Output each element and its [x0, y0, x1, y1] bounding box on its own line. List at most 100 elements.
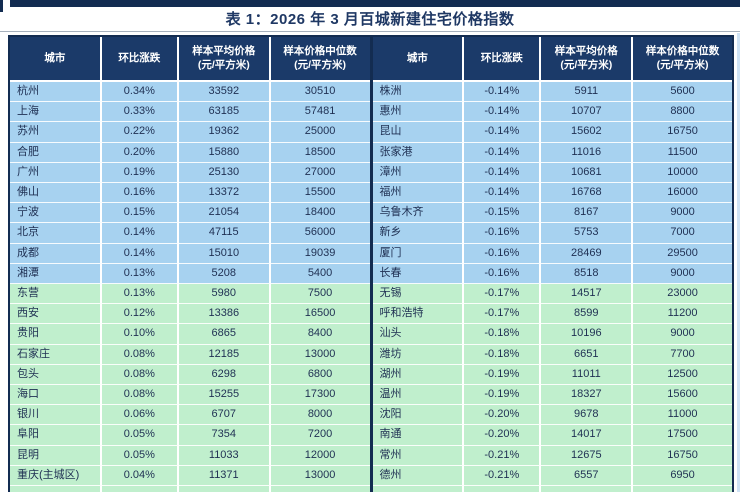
change-cell: -0.16%	[464, 243, 542, 264]
table-row: 阜阳 0.05% 7354 7200	[10, 425, 370, 446]
table-row: 南通 -0.20% 14017 17500	[372, 425, 732, 446]
change-cell: -0.18%	[464, 324, 542, 345]
right-table-header: 城市 环比涨跌 样本平均价格 (元/平方米) 样本价格中位数 (元/平方米)	[372, 37, 732, 82]
avg-price-cell: 6865	[178, 324, 271, 345]
change-cell: 0.14%	[101, 243, 179, 264]
change-cell: -0.19%	[464, 385, 542, 406]
city-cell: 宁波	[10, 203, 102, 224]
change-cell: -0.14%	[464, 162, 542, 184]
table-row: 新乡 -0.16% 5753 7000	[372, 223, 732, 244]
avg-price-cell: 5208	[178, 263, 271, 285]
median-price-cell: 30510	[270, 82, 370, 103]
avg-price-cell: 5980	[178, 284, 271, 305]
change-cell: -0.21%	[464, 445, 542, 466]
city-cell: 沈阳	[372, 405, 465, 426]
median-price-cell: 27000	[270, 162, 370, 184]
table-row: 株洲 -0.14% 5911 5600	[372, 82, 732, 103]
right-table-body: 株洲 -0.14% 5911 5600 惠州 -0.14% 10707 8800 昆山 -0.14…	[372, 82, 732, 492]
column-header: 样本平均价格 (元/平方米)	[178, 37, 271, 82]
median-price-cell: 11200	[633, 304, 732, 325]
median-price-cell: 12500	[633, 364, 732, 386]
median-price-cell: 8000	[270, 405, 370, 426]
column-header: 样本平均价格 (元/平方米)	[541, 37, 634, 82]
table-row: 石家庄 0.08% 12185 13000	[10, 344, 370, 365]
table-row: 昆山 -0.14% 15602 16750	[372, 122, 732, 143]
avg-price-cell: 15255	[178, 385, 271, 406]
table-row: 湘潭 0.13% 5208 5400	[10, 263, 370, 285]
avg-price-cell: 11371	[178, 465, 271, 487]
change-cell: 0.10%	[101, 324, 179, 345]
median-price-cell: 25000	[270, 122, 370, 143]
change-cell: -0.14%	[464, 183, 542, 204]
city-cell: 厦门	[372, 243, 465, 264]
avg-price-cell: 11033	[178, 445, 271, 466]
table-row: 乌鲁木齐 -0.15% 8167 9000	[372, 203, 732, 224]
city-cell: 佛山	[10, 183, 102, 204]
median-price-cell: 9000	[633, 263, 732, 285]
change-cell: -0.14%	[464, 142, 542, 163]
avg-price-cell: 8167	[541, 203, 634, 224]
median-price-cell: 5600	[633, 82, 732, 103]
city-cell: 汕头	[372, 324, 465, 345]
clipped-row-sliver	[372, 486, 732, 492]
table-row: 温州 -0.19% 18327 15600	[372, 385, 732, 406]
change-cell: -0.20%	[464, 425, 542, 446]
table-row: 广州 0.19% 25130 27000	[10, 162, 370, 184]
city-cell: 包头	[10, 364, 102, 386]
change-cell: -0.14%	[464, 102, 542, 123]
median-price-cell: 16750	[633, 445, 732, 466]
column-header: 环比涨跌	[464, 37, 542, 82]
table-row: 成都 0.14% 15010 19039	[10, 243, 370, 264]
avg-price-cell: 33592	[178, 82, 271, 103]
city-cell: 南通	[372, 425, 465, 446]
empty-cell	[101, 486, 179, 492]
median-price-cell: 19039	[270, 243, 370, 264]
median-price-cell: 7500	[270, 284, 370, 305]
city-cell: 湘潭	[10, 263, 102, 285]
column-header: 城市	[372, 37, 465, 82]
city-cell: 呼和浩特	[372, 304, 465, 325]
table-row: 惠州 -0.14% 10707 8800	[372, 102, 732, 123]
avg-price-cell: 6651	[541, 344, 634, 365]
avg-price-cell: 9678	[541, 405, 634, 426]
change-cell: -0.19%	[464, 364, 542, 386]
avg-price-cell: 13386	[178, 304, 271, 325]
table-row: 合肥 0.20% 15880 18500	[10, 142, 370, 163]
city-cell: 合肥	[10, 142, 102, 163]
city-cell: 上海	[10, 102, 102, 123]
median-price-cell: 10000	[633, 162, 732, 184]
median-price-cell: 16500	[270, 304, 370, 325]
city-cell: 西安	[10, 304, 102, 325]
avg-price-cell: 16768	[541, 183, 634, 204]
empty-cell	[372, 486, 465, 492]
change-cell: 0.34%	[101, 82, 179, 103]
avg-price-cell: 18327	[541, 385, 634, 406]
change-cell: 0.14%	[101, 223, 179, 244]
table-row: 东营 0.13% 5980 7500	[10, 284, 370, 305]
table-row: 德州 -0.21% 6557 6950	[372, 465, 732, 487]
change-cell: -0.21%	[464, 465, 542, 487]
change-cell: 0.06%	[101, 405, 179, 426]
table-row: 厦门 -0.16% 28469 29500	[372, 243, 732, 264]
column-header: 样本价格中位数 (元/平方米)	[633, 37, 732, 82]
table-row: 重庆(主城区) 0.04% 11371 13000	[10, 465, 370, 487]
median-price-cell: 6800	[270, 364, 370, 386]
empty-cell	[464, 486, 542, 492]
empty-cell	[178, 486, 271, 492]
median-price-cell: 17300	[270, 385, 370, 406]
avg-price-cell: 7354	[178, 425, 271, 446]
avg-price-cell: 47115	[178, 223, 271, 244]
change-cell: -0.14%	[464, 122, 542, 143]
change-cell: -0.20%	[464, 405, 542, 426]
change-cell: 0.12%	[101, 304, 179, 325]
avg-price-cell: 10681	[541, 162, 634, 184]
avg-price-cell: 15602	[541, 122, 634, 143]
avg-price-cell: 25130	[178, 162, 271, 184]
empty-cell	[270, 486, 370, 492]
right-edge-strip	[737, 33, 740, 492]
city-cell: 成都	[10, 243, 102, 264]
right-price-table: 城市 环比涨跌 样本平均价格 (元/平方米) 样本价格中位数 (元/平方米) 株洲 -0…	[372, 37, 732, 492]
city-cell: 惠州	[372, 102, 465, 123]
median-price-cell: 16750	[633, 122, 732, 143]
median-price-cell: 15600	[633, 385, 732, 406]
